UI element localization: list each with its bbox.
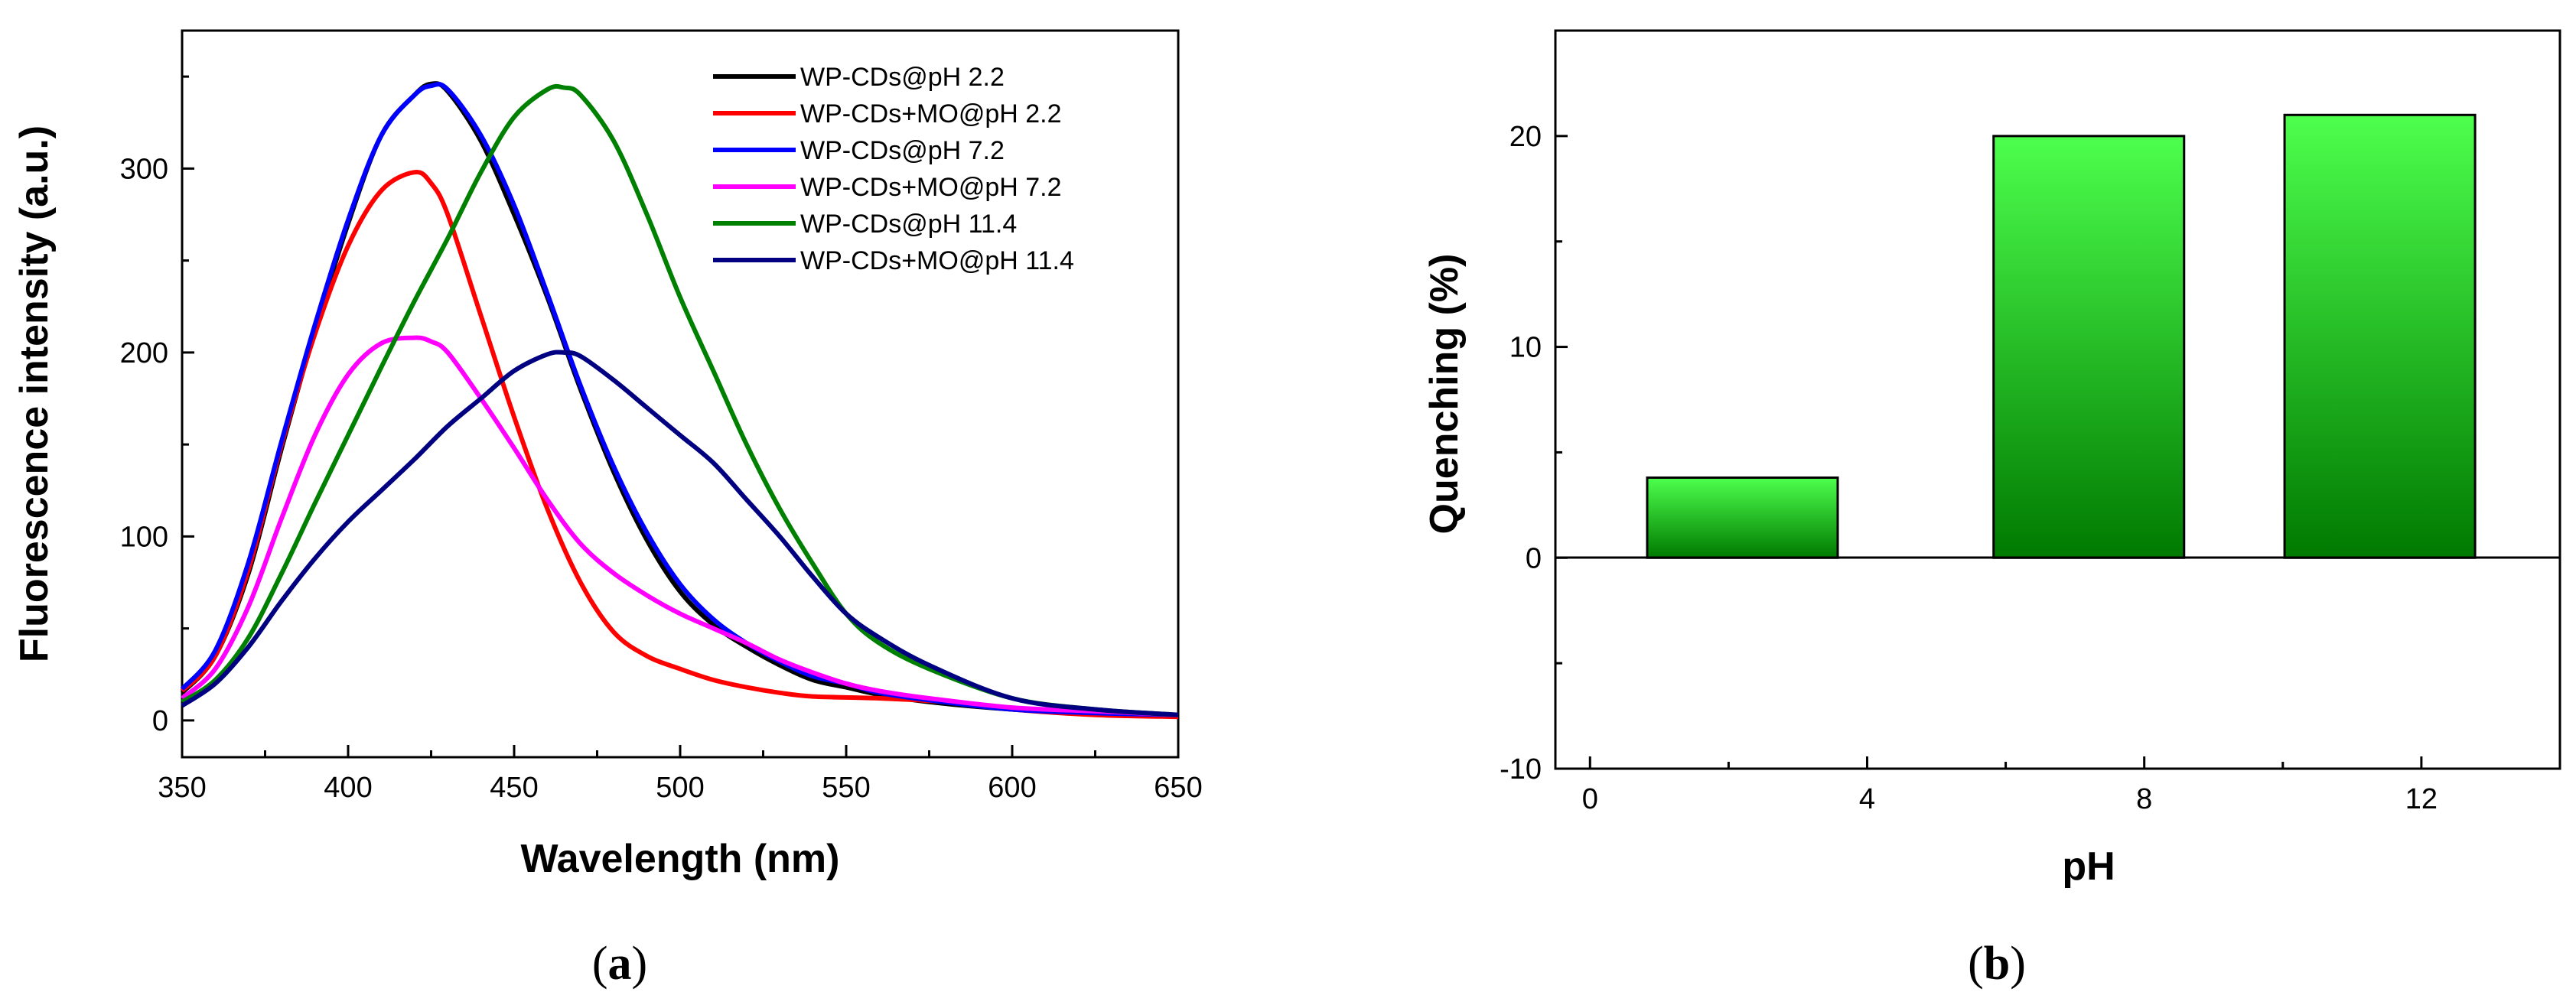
- x-axis-label: Wavelength (nm): [521, 837, 840, 881]
- x-tick-label: 600: [988, 772, 1036, 804]
- x-tick-label: 450: [490, 772, 538, 804]
- legend-label: WP-CDs+MO@pH 2.2: [800, 99, 1062, 128]
- plot-frame: [1554, 29, 2561, 770]
- series-line-6: [181, 350, 1179, 717]
- legend-label: WP-CDs@pH 2.2: [800, 63, 1005, 92]
- panel-paren-open: (: [1968, 938, 1984, 990]
- panel-paren-open: (: [592, 938, 608, 990]
- x-tick-label: 500: [656, 772, 704, 804]
- bar-ph-2.2: [1646, 476, 1839, 559]
- panel-label-b: (b): [1968, 938, 2026, 990]
- y-axis-label: Fluorescence intensity (a.u.): [12, 125, 57, 662]
- panel-label-a: (a): [592, 938, 647, 990]
- legend-label: WP-CDs+MO@pH 7.2: [800, 173, 1062, 202]
- y-tick-label: 300: [120, 153, 168, 185]
- y-tick-label: 200: [120, 337, 168, 369]
- bar-ph-11.4: [2283, 113, 2477, 559]
- y-tick-label: 100: [120, 521, 168, 553]
- bar-ph-7.2: [1992, 135, 2186, 559]
- panel-letter: a: [608, 938, 632, 990]
- y-tick-label: -10: [1500, 753, 1542, 785]
- series-line-4: [181, 335, 1179, 717]
- y-tick-label: 0: [152, 705, 168, 737]
- x-tick-label: 400: [324, 772, 372, 804]
- y-tick-label: 0: [1526, 542, 1542, 574]
- x-axis-label: pH: [2062, 844, 2115, 889]
- y-tick-label: 20: [1509, 121, 1542, 153]
- panel-paren-close: ): [2010, 938, 2026, 990]
- x-tick-label: 8: [2136, 783, 2152, 815]
- panel-paren-close: ): [632, 938, 648, 990]
- x-tick-label: 12: [2405, 783, 2438, 815]
- x-tick-label: 0: [1582, 783, 1598, 815]
- legend: WP-CDs@pH 2.2 WP-CDs+MO@pH 2.2 WP-CDs@pH 7…: [713, 63, 1074, 275]
- x-tick-label: 650: [1154, 772, 1202, 804]
- panel-letter: b: [1984, 938, 2010, 990]
- legend-label: WP-CDs@pH 7.2: [800, 136, 1005, 165]
- x-tick-label: 350: [158, 772, 206, 804]
- panel-b-chart: 0 4 8 12 -10 0 10 20 pH Quenching (%) (b): [1422, 29, 2561, 990]
- legend-label: WP-CDs+MO@pH 11.4: [800, 246, 1074, 275]
- y-axis-label: Quenching (%): [1422, 254, 1467, 535]
- x-tick-label: 4: [1859, 783, 1875, 815]
- y-tick-label: 10: [1509, 332, 1542, 364]
- plot-frame: [181, 29, 1180, 759]
- legend-label: WP-CDs@pH 11.4: [800, 210, 1017, 239]
- panel-a-chart: 350 400 450 500 550 600 650 0 100 200 300 WP-CDs@p…: [12, 29, 1203, 990]
- x-tick-label: 550: [822, 772, 870, 804]
- series-line-5: [181, 83, 1179, 717]
